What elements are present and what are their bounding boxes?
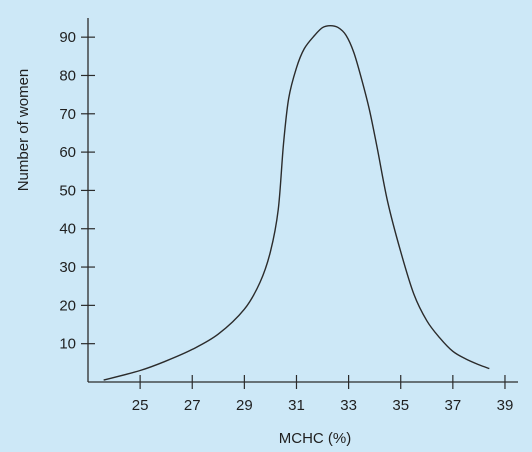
x-tick-label: 37 — [445, 397, 462, 414]
y-tick-label: 50 — [59, 182, 76, 199]
x-axis-title: MCHC (%) — [279, 430, 352, 447]
y-tick-label: 30 — [59, 259, 76, 276]
x-tick-label: 35 — [392, 397, 409, 414]
series-line — [103, 24, 490, 381]
y-tick-label: 20 — [59, 297, 76, 314]
x-tick-label: 27 — [184, 397, 201, 414]
x-tick-label: 31 — [288, 397, 305, 414]
y-ticks: 10 20 30 40 50 60 70 80 90 — [59, 29, 95, 353]
x-ticks: 25 27 29 31 33 35 37 39 — [132, 375, 514, 414]
x-tick-label: 25 — [132, 397, 149, 414]
x-tick-label: 29 — [236, 397, 253, 414]
axes — [87, 18, 518, 383]
y-tick-label: 70 — [59, 106, 76, 123]
x-tick-label: 33 — [340, 397, 357, 414]
x-tick-label: 39 — [497, 397, 514, 414]
y-tick-label: 80 — [59, 67, 76, 84]
y-tick-label: 40 — [59, 221, 76, 238]
y-tick-label: 10 — [59, 336, 76, 353]
y-tick-label: 90 — [59, 29, 76, 46]
y-tick-label: 60 — [59, 144, 76, 161]
y-axis-title: Number of women — [15, 69, 32, 192]
